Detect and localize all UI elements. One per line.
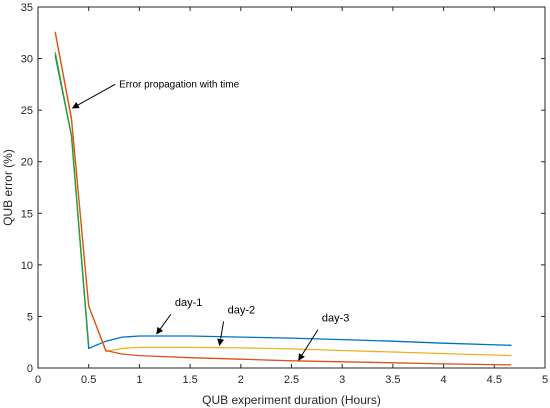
annotation-label: day-3: [322, 313, 350, 325]
annotation-label: day-1: [175, 297, 203, 309]
series-layer: [54, 31, 512, 366]
series-line-day-1: [54, 55, 512, 350]
y-tick-label: 10: [21, 260, 33, 272]
x-tick-label: 0: [35, 374, 41, 386]
y-tick-label: 0: [27, 363, 33, 375]
x-tick-label: 3.5: [385, 374, 400, 386]
annotation-arrow: [217, 321, 225, 346]
x-tick-label: 0.5: [81, 374, 96, 386]
x-tick-label: 3: [339, 374, 345, 386]
annotation-label: day-2: [228, 304, 256, 316]
annotation-label: Error propagation with time: [119, 79, 239, 90]
plot-area: [37, 6, 546, 369]
x-tick-label: 5: [542, 374, 548, 386]
y-tick-label: 5: [27, 311, 33, 323]
x-tick-label: 1.5: [182, 374, 197, 386]
x-tick-label: 2.5: [284, 374, 299, 386]
annotation-arrow: [71, 83, 116, 109]
x-tick-label: 4: [441, 374, 447, 386]
y-axis-label: QUB error (%): [1, 149, 15, 226]
annotation-arrow: [298, 329, 319, 361]
y-tick-label: 20: [21, 157, 33, 169]
y-tick-label: 15: [21, 208, 33, 220]
y-tick-label: 25: [21, 105, 33, 117]
axis-ticks: 0 0.5 1 1.5 2 2.5 3 3.5 4 4.5 5 0 5 10 15 20 25 30 35: [21, 2, 548, 386]
x-tick-label: 2: [238, 374, 244, 386]
y-tick-label: 35: [21, 2, 33, 14]
annotation-layer: Error propagation with time day-1 day-2 day…: [71, 79, 350, 361]
series-line-day-3: [54, 31, 512, 366]
x-tick-label: 4.5: [487, 374, 502, 386]
annotation-arrow: [156, 313, 172, 335]
series-line-4: [54, 52, 90, 346]
x-axis-label: QUB experiment duration (Hours): [202, 393, 381, 407]
y-tick-label: 30: [21, 54, 33, 66]
x-tick-label: 1: [136, 374, 142, 386]
